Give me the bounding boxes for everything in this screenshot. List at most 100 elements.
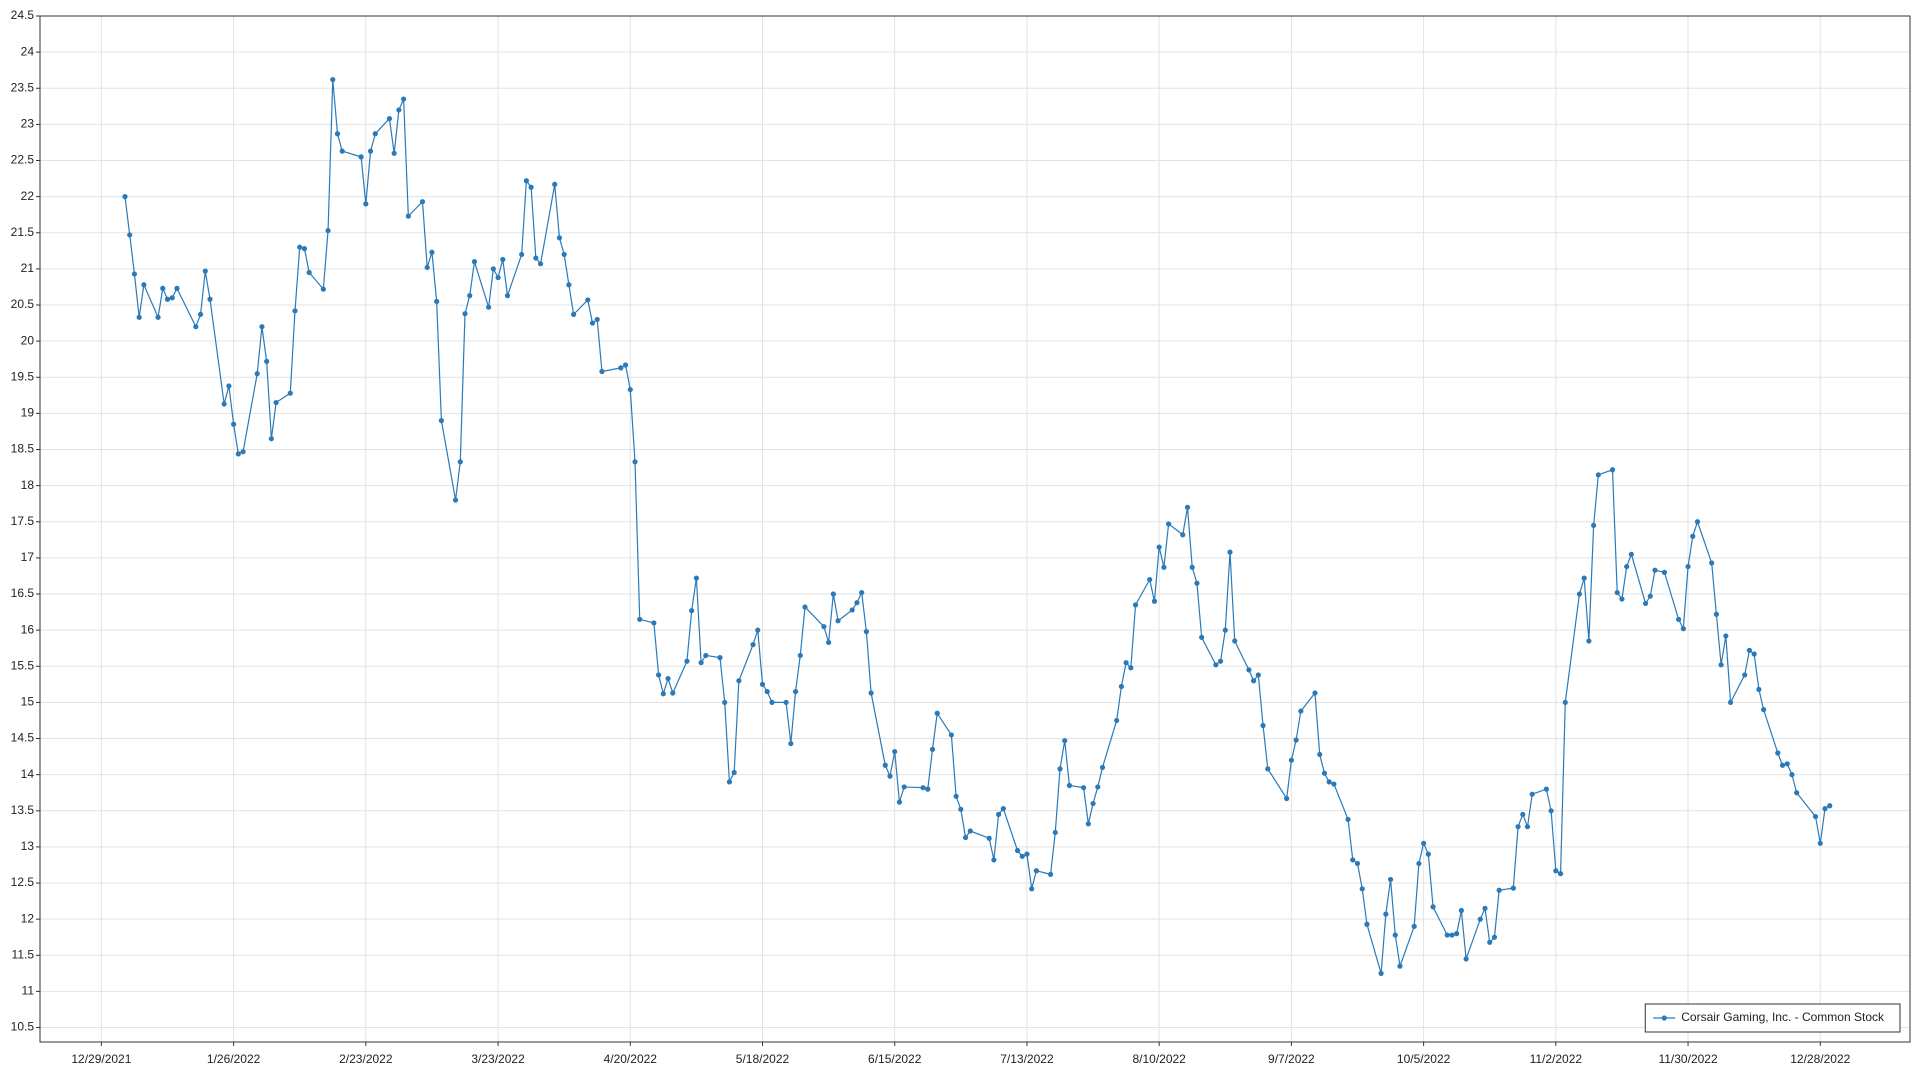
data-point [424, 264, 430, 271]
data-point [1553, 868, 1559, 874]
y-tick-label: 19 [21, 406, 35, 420]
y-tick-label: 14 [21, 767, 35, 781]
data-point [1713, 611, 1719, 617]
data-point [1794, 790, 1800, 796]
data-point [1161, 564, 1167, 570]
data-point [882, 762, 888, 768]
data-point [920, 785, 926, 791]
data-point [1690, 533, 1696, 539]
x-tick-label: 4/20/2022 [604, 1052, 658, 1066]
data-point [1524, 824, 1531, 830]
data-point [259, 324, 265, 330]
data-point [1586, 638, 1592, 644]
y-tick-label: 12.5 [11, 875, 35, 889]
data-point [764, 688, 770, 695]
data-point [164, 296, 171, 302]
data-point [429, 249, 435, 255]
data-point [1213, 662, 1219, 668]
data-point [358, 154, 364, 160]
data-point [452, 497, 459, 503]
data-point [372, 131, 378, 137]
data-point [1789, 772, 1795, 778]
y-tick-label: 16.5 [11, 586, 35, 600]
y-tick-label: 23 [21, 117, 35, 131]
data-point [726, 779, 733, 785]
data-point [929, 746, 936, 752]
y-tick-label: 12 [21, 911, 35, 925]
data-point [788, 740, 794, 747]
data-point [1090, 800, 1096, 807]
x-tick-label: 2/23/2022 [339, 1052, 393, 1066]
data-point [193, 324, 199, 330]
data-point [1359, 886, 1365, 892]
data-point [221, 401, 227, 407]
data-point [986, 835, 992, 841]
data-point [689, 608, 695, 614]
data-point [1184, 504, 1191, 510]
y-tick-label: 19.5 [11, 369, 35, 383]
data-point [1029, 886, 1035, 892]
data-point [1217, 658, 1224, 664]
data-point [1099, 764, 1106, 771]
data-point [868, 690, 874, 696]
data-point [1812, 813, 1819, 820]
data-point [1416, 860, 1422, 867]
data-point [197, 311, 204, 318]
x-tick-label: 8/10/2022 [1132, 1052, 1186, 1066]
data-point [226, 383, 232, 389]
y-tick-label: 21.5 [11, 225, 35, 239]
data-point [821, 623, 827, 630]
data-point [1194, 580, 1200, 586]
legend-label: Corsair Gaming, Inc. - Common Stock [1681, 1010, 1885, 1024]
data-point [552, 181, 558, 187]
data-point [736, 678, 742, 684]
data-point [334, 131, 341, 137]
data-point [651, 620, 657, 626]
data-point [1685, 563, 1691, 570]
data-point [660, 691, 666, 697]
data-point [1421, 840, 1427, 846]
data-point [1350, 857, 1356, 863]
data-point [1199, 634, 1205, 640]
x-tick-label: 10/5/2022 [1397, 1052, 1451, 1066]
data-point [797, 652, 803, 659]
data-point [202, 268, 208, 274]
data-point [495, 274, 501, 281]
data-point [637, 616, 643, 622]
data-point [1321, 770, 1328, 776]
data-point [1496, 887, 1502, 893]
data-point [1227, 549, 1233, 555]
data-point [160, 285, 166, 291]
data-point [471, 259, 478, 265]
data-point [240, 449, 246, 455]
data-point [1595, 472, 1601, 478]
legend-marker [1661, 1015, 1667, 1021]
data-point [618, 365, 624, 371]
data-point [1548, 808, 1554, 814]
data-point [264, 358, 270, 364]
data-point [684, 658, 690, 664]
data-point [1642, 600, 1649, 607]
data-point [1581, 575, 1587, 581]
y-tick-label: 21 [21, 261, 35, 275]
x-tick-label: 3/23/2022 [471, 1052, 525, 1066]
data-point [1095, 784, 1101, 790]
x-tick-label: 11/2/2022 [1530, 1052, 1583, 1066]
data-point [1454, 931, 1460, 937]
y-tick-label: 11 [22, 984, 35, 998]
grid [40, 15, 1910, 1042]
data-point [1742, 672, 1748, 678]
data-point [1024, 851, 1030, 857]
data-point [1661, 569, 1668, 575]
data-point [1326, 779, 1332, 785]
data-point [268, 436, 274, 442]
data-point [1477, 916, 1483, 922]
data-point [523, 178, 529, 184]
data-point [1718, 662, 1724, 668]
data-point [1709, 560, 1715, 566]
data-point [1827, 803, 1833, 809]
data-point [1822, 806, 1828, 812]
x-tick-label: 1/26/2022 [207, 1052, 261, 1066]
data-point [1624, 563, 1630, 570]
